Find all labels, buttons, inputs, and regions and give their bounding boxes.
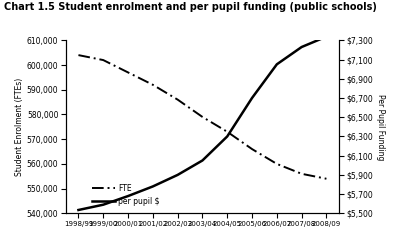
Y-axis label: Student Enrolment (FTEs): Student Enrolment (FTEs) bbox=[15, 78, 24, 176]
Legend: FTE, per pupil $: FTE, per pupil $ bbox=[92, 184, 160, 206]
Text: Chart 1.5 Student enrolment and per pupil funding (public schools): Chart 1.5 Student enrolment and per pupi… bbox=[4, 2, 377, 12]
Text: Funding
Increasing
$7,338: Funding Increasing $7,338 bbox=[0, 241, 1, 242]
Y-axis label: Per Pupil Funding: Per Pupil Funding bbox=[376, 94, 385, 160]
Text: Enrolment
Declining: Enrolment Declining bbox=[0, 241, 1, 242]
